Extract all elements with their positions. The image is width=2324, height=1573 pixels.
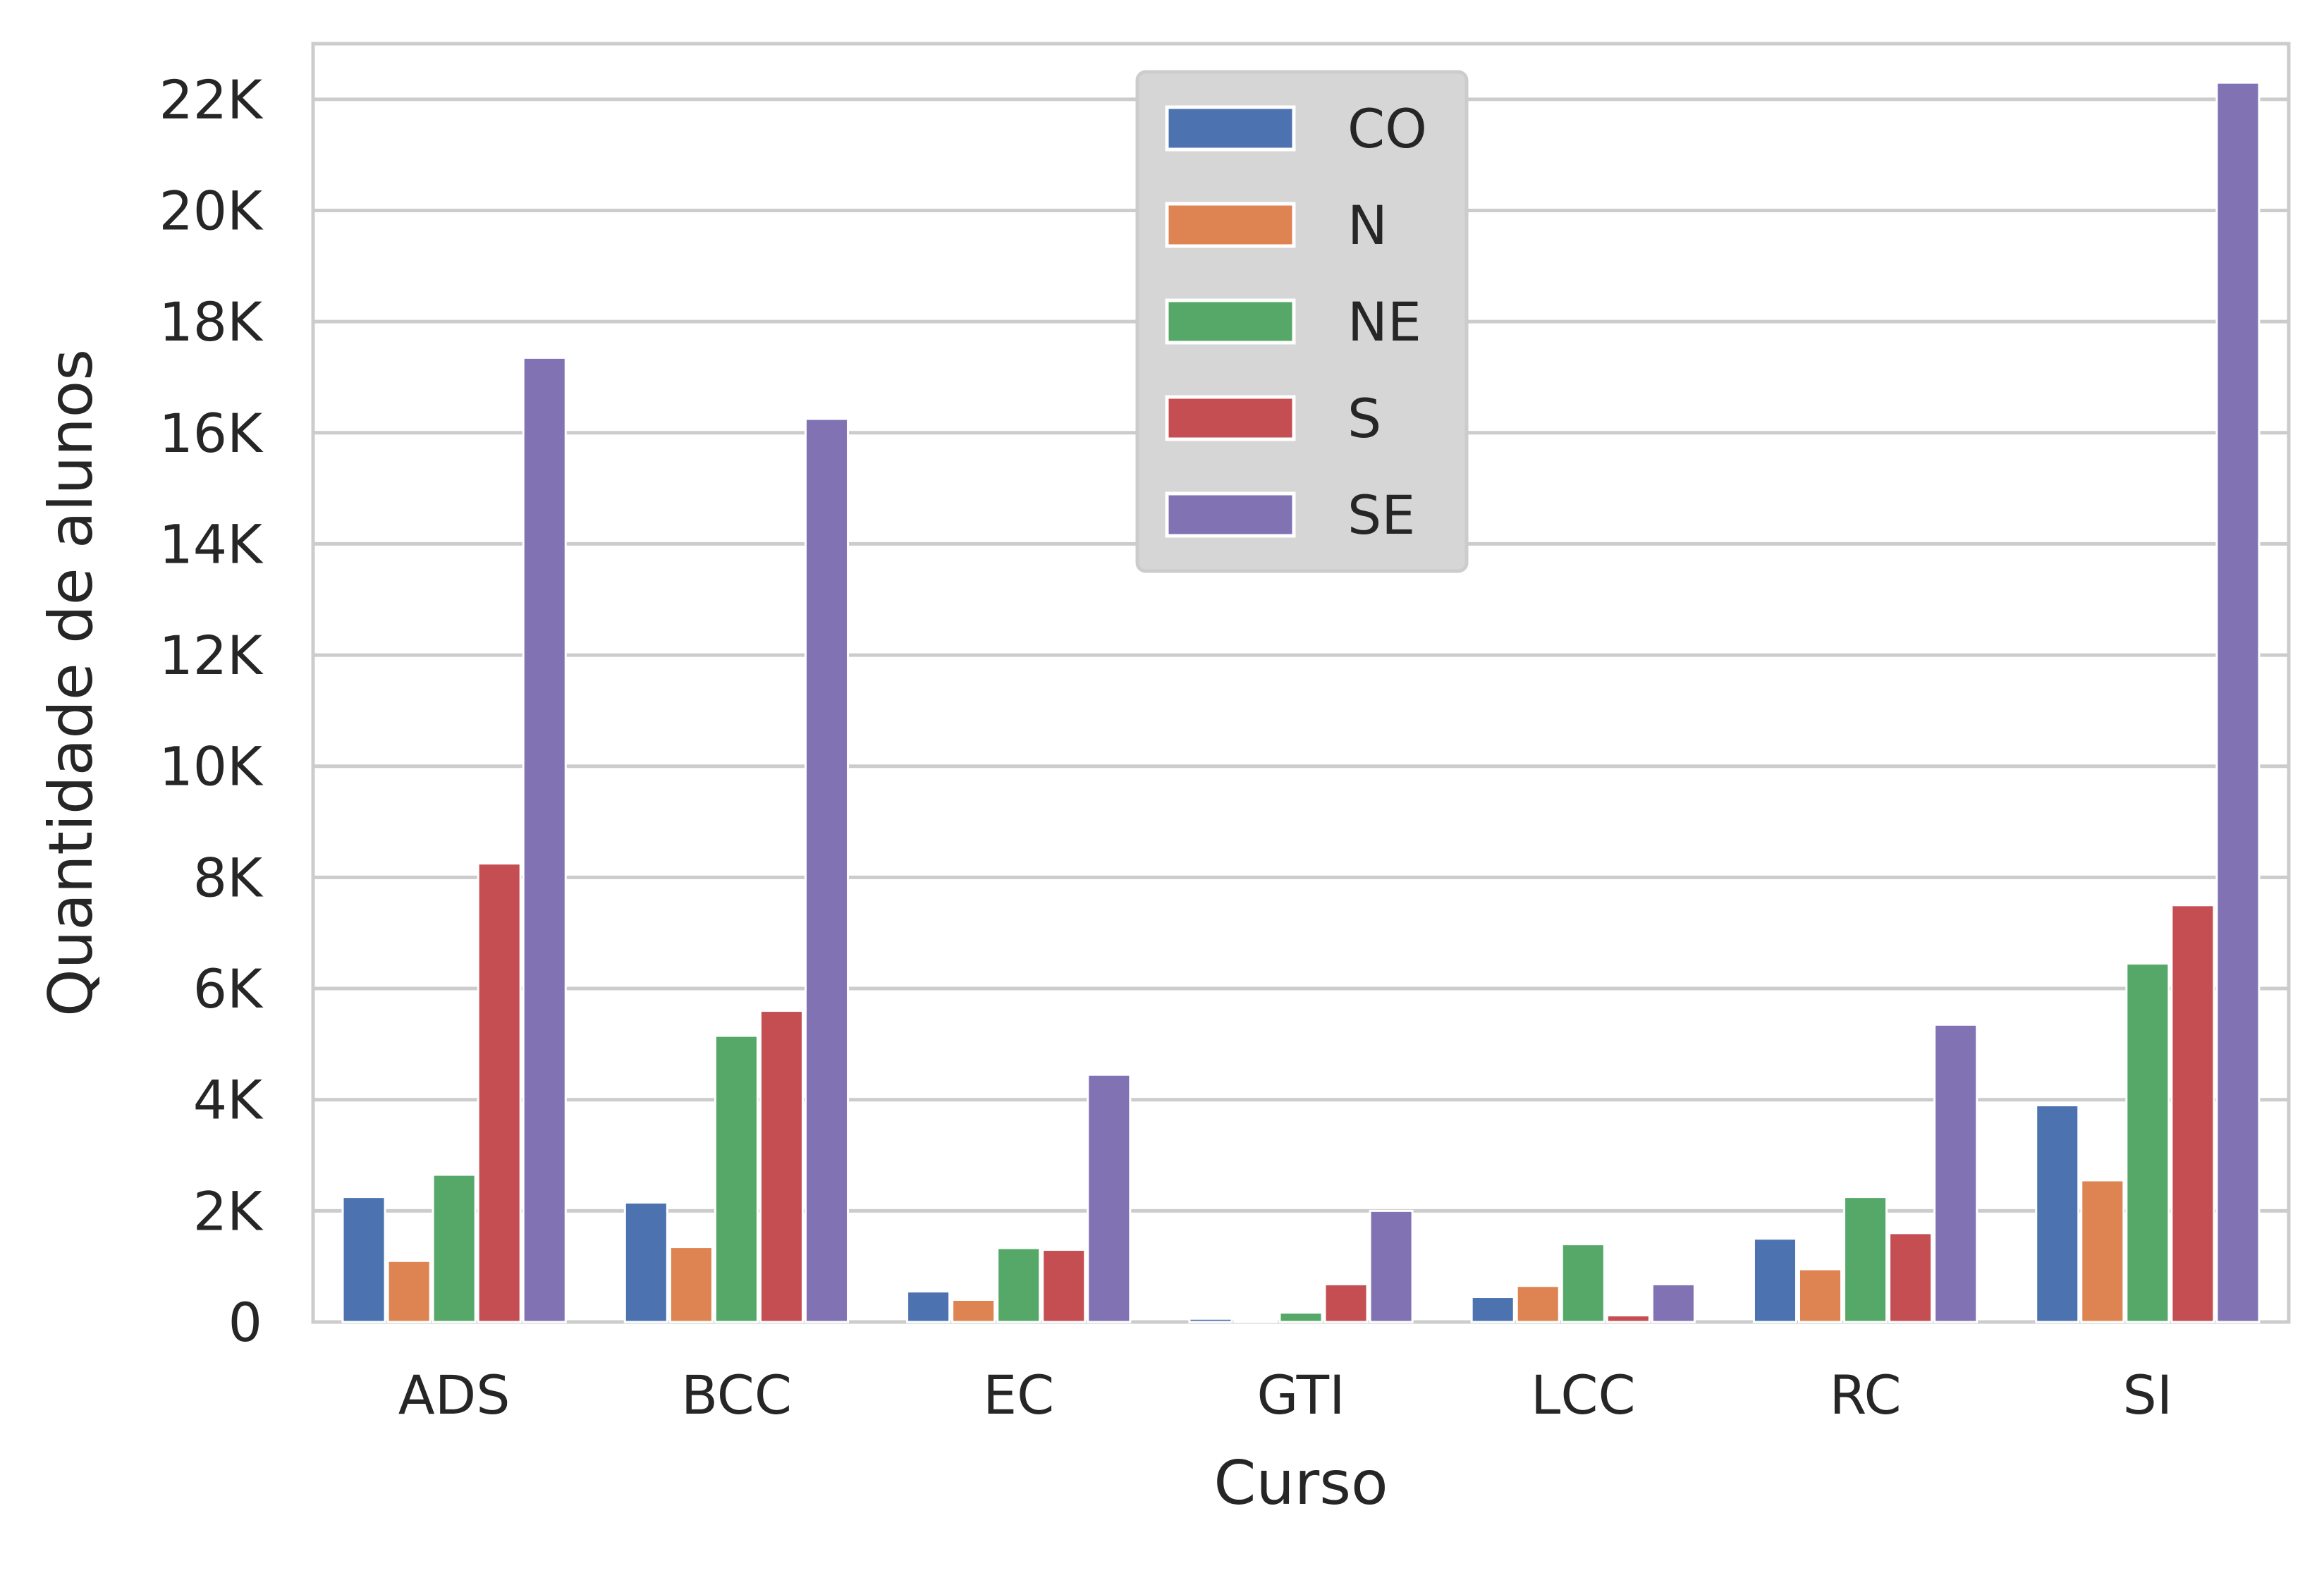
bar-se-rc — [1933, 1023, 1979, 1323]
y-tick-label: 0 — [228, 1291, 262, 1354]
legend-swatch-co — [1165, 105, 1296, 152]
x-tick-label: EC — [983, 1364, 1054, 1426]
bar-n-bcc — [668, 1246, 714, 1323]
bar-n-rc — [1798, 1268, 1843, 1323]
legend-label: S — [1347, 387, 1381, 450]
legend-swatch-se — [1165, 491, 1296, 538]
x-axis-title: Curso — [1213, 1448, 1388, 1519]
bar-s-ec — [1041, 1249, 1087, 1323]
y-axis-ticks: 0 2K 4K 6K 8K 10K 12K 14K 16K 18K 20K 22K — [159, 68, 264, 1354]
bar-co-ec — [906, 1290, 951, 1323]
bar-s-rc — [1888, 1232, 1933, 1323]
y-tick-label: 10K — [159, 735, 264, 798]
legend-swatch-ne — [1165, 298, 1296, 345]
y-tick-label: 8K — [193, 846, 264, 909]
legend-swatch-s — [1165, 395, 1296, 441]
bar-s-bcc — [759, 1010, 804, 1323]
x-tick-label: SI — [2123, 1364, 2173, 1426]
bar-co-gti — [1188, 1317, 1233, 1323]
bar-s-lcc — [1606, 1314, 1651, 1323]
legend-label: SE — [1347, 484, 1415, 546]
bar-co-rc — [1752, 1237, 1798, 1323]
bar-n-lcc — [1515, 1285, 1560, 1323]
bar-ne-rc — [1843, 1196, 1888, 1323]
bar-ne-si — [2125, 962, 2170, 1323]
x-axis-ticks: ADS BCC EC GTI LCC RC SI — [398, 1364, 2172, 1426]
x-tick-label: LCC — [1531, 1364, 1635, 1426]
y-tick-label: 14K — [159, 513, 264, 575]
bar-se-bcc — [804, 417, 850, 1323]
y-tick-label: 18K — [159, 290, 264, 353]
bar-n-ads — [386, 1259, 432, 1323]
legend-label: CO — [1347, 97, 1427, 160]
y-tick-label: 2K — [193, 1180, 264, 1242]
bar-n-si — [2080, 1179, 2125, 1323]
y-tick-label: 4K — [193, 1069, 264, 1132]
bars — [341, 81, 2261, 1323]
legend-label: NE — [1347, 290, 1421, 353]
y-tick-label: 20K — [159, 179, 264, 242]
bar-co-ads — [341, 1196, 386, 1323]
x-tick-label: BCC — [681, 1364, 792, 1426]
y-tick-label: 12K — [159, 624, 264, 687]
bar-se-lcc — [1651, 1283, 1696, 1323]
x-tick-label: GTI — [1256, 1364, 1345, 1426]
legend-label: N — [1347, 194, 1388, 257]
x-tick-label: RC — [1830, 1364, 1902, 1426]
y-tick-label: 16K — [159, 402, 264, 465]
y-tick-label: 22K — [159, 68, 264, 131]
legend-swatch-n — [1165, 202, 1296, 248]
bar-se-gti — [1369, 1209, 1414, 1323]
bar-n-ec — [951, 1298, 996, 1323]
bar-co-si — [2035, 1104, 2080, 1323]
bar-co-bcc — [623, 1201, 668, 1323]
bar-se-ec — [1087, 1073, 1132, 1323]
bar-ne-ads — [432, 1173, 477, 1323]
y-tick-label: 6K — [193, 957, 264, 1020]
bar-se-ads — [522, 356, 567, 1323]
bar-s-gti — [1323, 1283, 1369, 1323]
y-axis-title: Quantidade de alunos — [36, 349, 106, 1017]
x-tick-label: ADS — [398, 1364, 510, 1426]
bar-ne-lcc — [1560, 1243, 1606, 1323]
bar-co-lcc — [1470, 1296, 1515, 1323]
bar-ne-ec — [996, 1247, 1041, 1323]
bar-se-si — [2215, 81, 2261, 1323]
bar-s-ads — [477, 862, 522, 1323]
legend-box — [1135, 70, 1469, 573]
bar-n-gti — [1233, 1319, 1278, 1323]
bar-ne-bcc — [714, 1034, 759, 1323]
bar-s-si — [2170, 904, 2215, 1323]
legend: CO N NE S SE — [1135, 70, 1469, 573]
bar-ne-gti — [1278, 1311, 1323, 1323]
